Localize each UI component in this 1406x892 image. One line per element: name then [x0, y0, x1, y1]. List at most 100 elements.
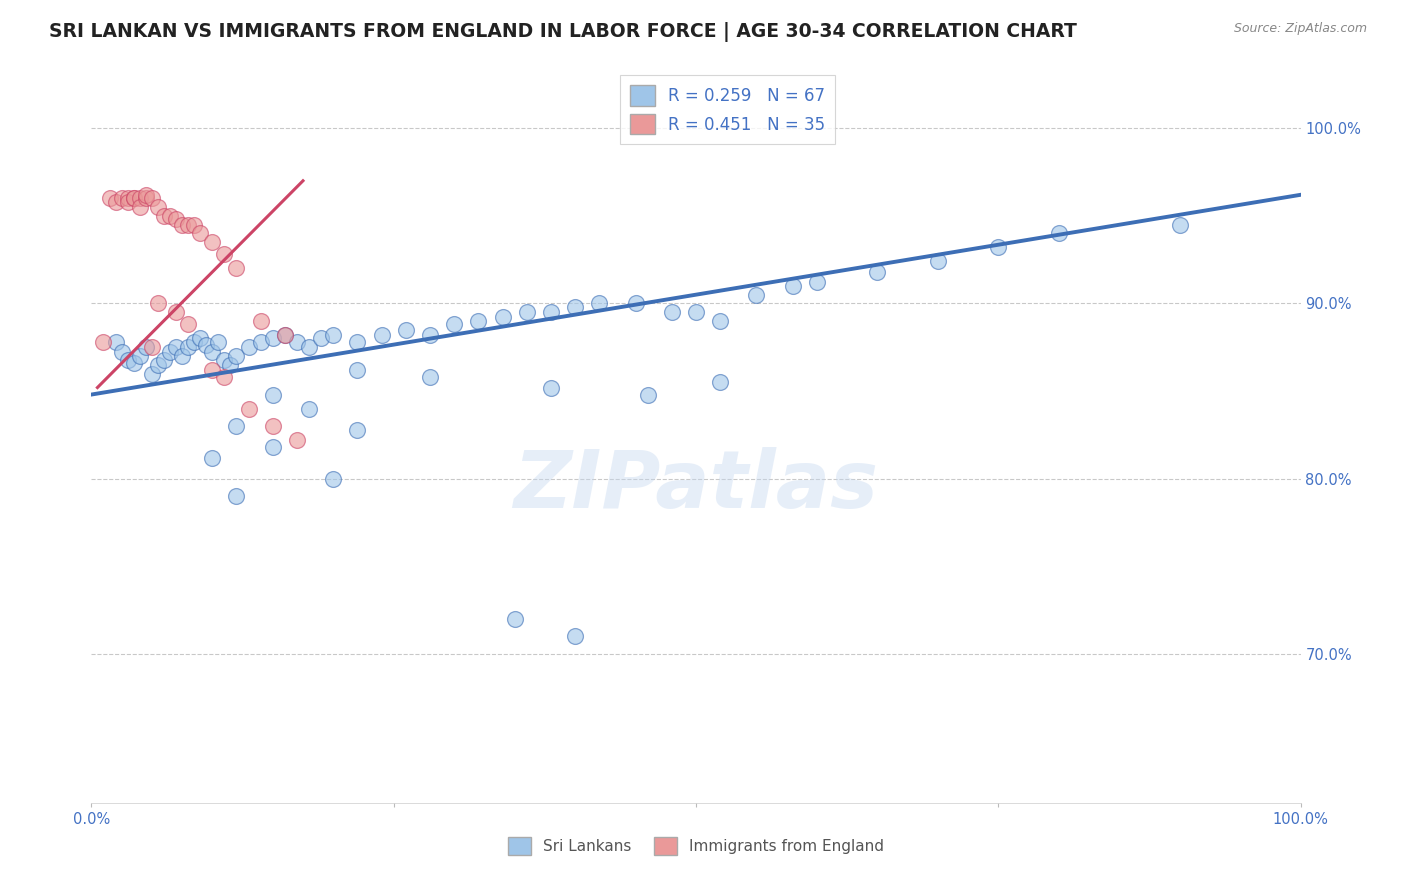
Point — [225, 419, 247, 434]
Point — [370, 328, 392, 343]
Point — [491, 310, 513, 325]
Point — [1168, 218, 1191, 232]
Point — [122, 191, 145, 205]
Point — [419, 328, 441, 343]
Text: SRI LANKAN VS IMMIGRANTS FROM ENGLAND IN LABOR FORCE | AGE 30-34 CORRELATION CHA: SRI LANKAN VS IMMIGRANTS FROM ENGLAND IN… — [49, 22, 1077, 42]
Point — [285, 334, 308, 349]
Point — [443, 318, 465, 332]
Point — [201, 345, 224, 359]
Point — [262, 387, 284, 401]
Point — [262, 440, 284, 454]
Point — [214, 352, 236, 367]
Point — [159, 209, 181, 223]
Point — [540, 305, 562, 319]
Point — [225, 349, 247, 363]
Point — [141, 340, 163, 354]
Point — [298, 340, 321, 354]
Point — [285, 433, 308, 447]
Point — [111, 191, 132, 205]
Point — [782, 279, 804, 293]
Point — [866, 265, 889, 279]
Point — [146, 200, 169, 214]
Point — [540, 380, 562, 394]
Point — [346, 363, 368, 377]
Point — [159, 345, 181, 359]
Point — [177, 340, 200, 354]
Point — [564, 629, 586, 643]
Point — [98, 191, 121, 205]
Point — [346, 423, 368, 437]
Point — [165, 340, 187, 354]
Point — [214, 247, 236, 261]
Point — [183, 334, 205, 349]
Point — [419, 370, 441, 384]
Point — [274, 328, 297, 343]
Point — [503, 612, 526, 626]
Point — [195, 338, 218, 352]
Point — [709, 376, 731, 390]
Point — [177, 318, 200, 332]
Point — [172, 218, 194, 232]
Point — [806, 276, 828, 290]
Point — [927, 254, 949, 268]
Point — [135, 191, 157, 205]
Point — [153, 352, 176, 367]
Point — [207, 334, 229, 349]
Point — [104, 334, 127, 349]
Point — [709, 314, 731, 328]
Point — [146, 358, 169, 372]
Point — [104, 194, 127, 209]
Point — [661, 305, 683, 319]
Point — [93, 334, 115, 349]
Text: ZIPatlas: ZIPatlas — [513, 448, 879, 525]
Point — [637, 387, 659, 401]
Point — [588, 296, 610, 310]
Point — [165, 305, 187, 319]
Point — [135, 340, 157, 354]
Point — [219, 358, 242, 372]
Point — [298, 401, 321, 416]
Point — [111, 345, 132, 359]
Point — [122, 191, 145, 205]
Point — [249, 314, 271, 328]
Point — [238, 340, 260, 354]
Point — [117, 191, 139, 205]
Point — [467, 314, 489, 328]
Point — [201, 235, 224, 249]
Point — [322, 328, 344, 343]
Text: Source: ZipAtlas.com: Source: ZipAtlas.com — [1233, 22, 1367, 36]
Point — [1047, 227, 1070, 241]
Point — [141, 367, 163, 381]
Point — [225, 489, 247, 503]
Point — [117, 352, 139, 367]
Point — [172, 349, 194, 363]
Point — [262, 331, 284, 345]
Point — [685, 305, 707, 319]
Point — [987, 240, 1010, 254]
Point — [201, 450, 224, 465]
Point — [188, 227, 211, 241]
Point — [188, 331, 211, 345]
Point — [564, 300, 586, 314]
Point — [225, 261, 247, 276]
Point — [238, 401, 260, 416]
Point — [624, 296, 647, 310]
Point — [183, 218, 205, 232]
Point — [177, 218, 200, 232]
Point — [117, 194, 139, 209]
Point — [128, 349, 150, 363]
Point — [201, 363, 224, 377]
Point — [128, 191, 150, 205]
Point — [135, 187, 157, 202]
Point — [214, 370, 236, 384]
Point — [141, 191, 163, 205]
Point — [346, 334, 368, 349]
Point — [322, 472, 344, 486]
Point — [165, 212, 187, 227]
Legend: Sri Lankans, Immigrants from England: Sri Lankans, Immigrants from England — [502, 830, 890, 862]
Point — [128, 200, 150, 214]
Point — [122, 356, 145, 370]
Point — [249, 334, 271, 349]
Point — [309, 331, 332, 345]
Point — [146, 296, 169, 310]
